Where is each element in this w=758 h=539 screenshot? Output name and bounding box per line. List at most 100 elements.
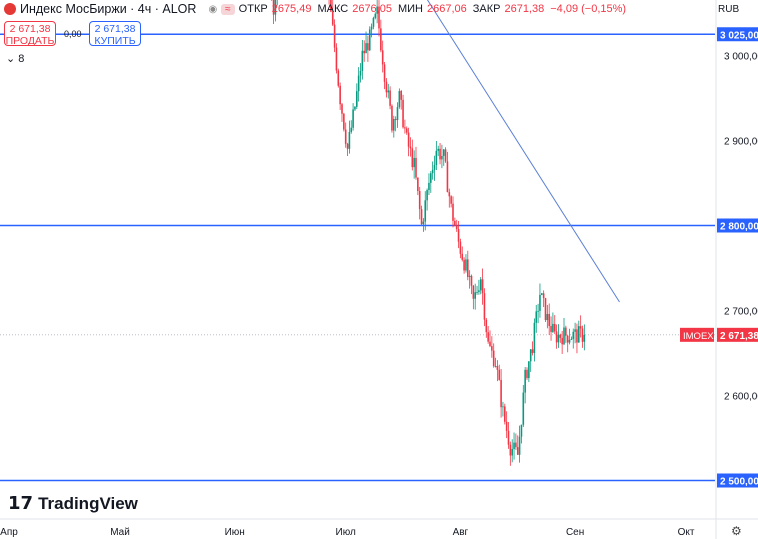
candle-body bbox=[498, 369, 501, 380]
candle-body bbox=[583, 334, 586, 342]
y-tick-label: 2 600,00 bbox=[724, 392, 758, 403]
x-tick-label: Авг bbox=[453, 527, 469, 538]
spread-value: 0,00 bbox=[64, 29, 82, 39]
candle-body bbox=[489, 341, 491, 347]
candle-body bbox=[357, 75, 360, 92]
candle-body bbox=[402, 99, 404, 128]
candle-body bbox=[531, 349, 534, 353]
symbol-tag: IMOEX bbox=[683, 331, 714, 342]
candle-body bbox=[546, 313, 549, 321]
candle-body bbox=[380, 28, 382, 51]
candle-body bbox=[494, 366, 497, 367]
candle-body bbox=[411, 148, 414, 168]
candle-body bbox=[472, 285, 475, 299]
candle-body bbox=[520, 424, 523, 437]
low-value: 2667,06 bbox=[426, 3, 467, 15]
candle-body bbox=[413, 157, 415, 168]
candle-body bbox=[526, 369, 528, 379]
candle-body bbox=[485, 319, 488, 333]
candle-body bbox=[435, 150, 438, 165]
x-tick-label: Май bbox=[110, 527, 130, 538]
trendlines-layer bbox=[179, 0, 620, 303]
high-label: МАКС bbox=[317, 3, 349, 15]
candle-body bbox=[374, 13, 377, 18]
symbol-title[interactable]: Индекс МосБиржи · 4ч · ALOR bbox=[20, 2, 197, 16]
tradingview-watermark[interactable]: 𝟭𝟳 TradingView bbox=[8, 493, 138, 514]
candle-body bbox=[348, 132, 351, 149]
change-value: −4,09 (−0,15%) bbox=[550, 3, 627, 15]
settings-gear-icon[interactable]: ⚙ bbox=[731, 524, 742, 538]
candle-body bbox=[579, 326, 582, 329]
candle-body bbox=[396, 107, 399, 121]
candle-body bbox=[350, 127, 353, 133]
candle-body bbox=[444, 149, 447, 162]
high-value: 2676,05 bbox=[352, 3, 392, 15]
candle-body bbox=[537, 310, 539, 312]
candle-body bbox=[404, 127, 406, 129]
candle-body bbox=[529, 349, 532, 362]
candle-body bbox=[496, 366, 499, 370]
currency-label[interactable]: RUB bbox=[718, 4, 740, 15]
candle-body bbox=[409, 146, 412, 149]
candle-body bbox=[553, 323, 556, 332]
candle-body bbox=[381, 50, 384, 65]
candle-body bbox=[339, 85, 341, 105]
candle-body bbox=[550, 326, 552, 332]
candle-body bbox=[441, 155, 443, 160]
candle-body bbox=[341, 104, 343, 114]
candle-body bbox=[378, 6, 380, 29]
candle-body bbox=[483, 293, 486, 320]
candle-body bbox=[424, 200, 427, 222]
candle-body bbox=[417, 177, 419, 191]
wave-icon[interactable]: ≈ bbox=[221, 3, 235, 15]
candle-body bbox=[576, 329, 578, 343]
candle-body bbox=[367, 43, 369, 51]
y-tick-label: 2 700,00 bbox=[724, 307, 758, 318]
indicators-toggle[interactable]: ⌄ 8 bbox=[6, 52, 24, 65]
candle-body bbox=[476, 292, 478, 293]
candle-body bbox=[468, 275, 471, 277]
candle-body bbox=[391, 105, 393, 131]
candle-body bbox=[356, 91, 358, 107]
candle-body bbox=[337, 70, 340, 86]
candle-body bbox=[505, 421, 508, 431]
candle-body bbox=[363, 50, 365, 54]
buy-price: 2 671,38 bbox=[94, 23, 136, 35]
candle-body bbox=[528, 361, 530, 379]
sell-button[interactable]: 2 671,38 ПРОДАТЬ bbox=[4, 21, 56, 47]
tradingview-logo-icon: 𝟭𝟳 bbox=[8, 493, 34, 513]
candle-body bbox=[478, 290, 480, 293]
candle-body bbox=[354, 106, 356, 110]
buy-button[interactable]: 2 671,38 КУПИТЬ bbox=[89, 21, 141, 47]
candle-body bbox=[578, 326, 580, 343]
candle-body bbox=[542, 293, 545, 299]
trend-line[interactable] bbox=[179, 0, 620, 303]
candle-body bbox=[450, 196, 452, 204]
candle-body bbox=[455, 225, 458, 230]
candle-body bbox=[393, 119, 395, 131]
eye-icon[interactable]: ◉ bbox=[208, 3, 218, 15]
candle-body bbox=[437, 148, 439, 151]
candle-body bbox=[335, 47, 338, 71]
candle-body bbox=[515, 442, 517, 448]
candle-body bbox=[555, 331, 558, 343]
candle-body bbox=[479, 279, 482, 291]
candle-body bbox=[474, 292, 476, 299]
x-tick-label: Сен bbox=[566, 527, 584, 538]
chevron-down-icon: ⌄ bbox=[6, 53, 16, 65]
level-label: 3 025,00 bbox=[720, 30, 758, 41]
candle-body bbox=[516, 447, 519, 455]
candle-body bbox=[461, 253, 464, 260]
candle-body bbox=[442, 149, 445, 156]
candle-body bbox=[524, 369, 526, 393]
level-label-bg bbox=[717, 473, 758, 488]
level-label-bg bbox=[717, 218, 758, 233]
price-axis: 3 500,003 400,003 300,003 100,003 000,00… bbox=[715, 0, 758, 539]
chart-header: Индекс МосБиржи · 4ч · ALOR ◉ ≈ ОТКР 2675… bbox=[4, 2, 628, 16]
candle-body bbox=[365, 43, 367, 54]
candle-body bbox=[502, 406, 504, 408]
candle-body bbox=[572, 331, 575, 339]
candle-body bbox=[446, 161, 449, 193]
candle-body bbox=[565, 327, 567, 336]
